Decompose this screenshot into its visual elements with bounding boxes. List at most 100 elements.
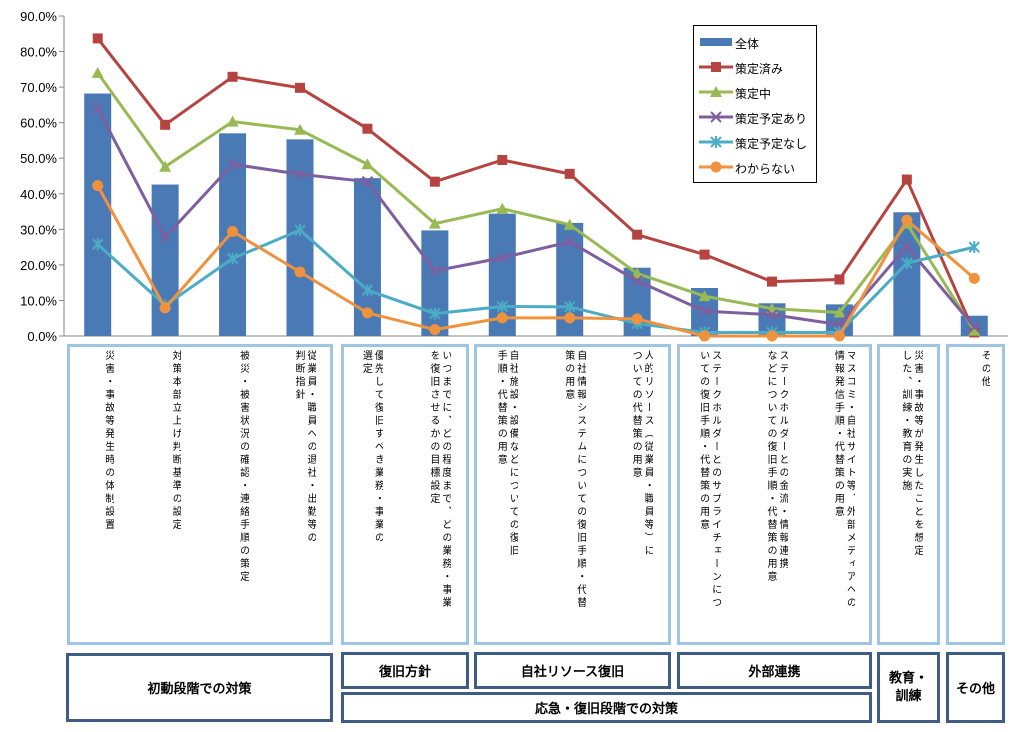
point (159, 160, 172, 172)
point (631, 267, 644, 279)
category-label: ステークホルダーとのサプライチェーンにつ いての復旧手順・代替策の用意 (697, 350, 721, 610)
point (833, 306, 846, 318)
point (92, 102, 104, 115)
point (496, 300, 508, 313)
category-label: 対策本部立上げ判断基準の設定 (170, 350, 182, 532)
legend-swatch (700, 38, 732, 46)
legend-item: わからない (694, 155, 816, 179)
group-header-fukkyu-hoshin: 復旧方針 (341, 652, 469, 689)
point (901, 257, 913, 270)
category-label: その他 (979, 350, 991, 389)
category-label: 優先して復旧すべき業務・事業の 選定 (360, 350, 384, 545)
y-tick-label: 0.0% (27, 329, 57, 344)
point (429, 176, 440, 187)
point (968, 272, 980, 284)
legend-label: 策定済み (735, 62, 784, 76)
point (361, 175, 374, 188)
chart-plot: 0.0% 10.0% 20.0% 30.0% 40.0% 50.0% 60.0% 70.0% 8… (20, 9, 1008, 344)
category-label: 被災・被害状況の確認・連絡手順の策定 (237, 350, 249, 584)
y-tick-label: 70.0% (20, 80, 57, 95)
legend-label: わからない (735, 162, 796, 176)
group-header-okyu: 応急・復旧段階での対策 (341, 692, 872, 723)
point (631, 313, 643, 325)
point (92, 180, 104, 192)
series-line (96, 72, 976, 332)
point (563, 218, 576, 230)
category-label: 自社施設・設備などについての復旧 手順・代替策の用意 (495, 350, 519, 558)
point (294, 168, 306, 180)
point (92, 238, 104, 251)
group-box-sonota (946, 344, 1005, 645)
legend-symbol (699, 86, 733, 97)
point (226, 115, 239, 127)
group-box-shodo (67, 344, 333, 645)
legend-item: 策定中 (694, 80, 816, 104)
point (294, 266, 306, 278)
point (710, 161, 722, 173)
legend-item: 策定予定あり (694, 105, 816, 129)
category-label: マスコミ・自社サイト等、外部メディアへの 情報発信手順・代替策の用意 (832, 350, 856, 610)
bar (84, 93, 112, 336)
point (429, 265, 441, 277)
point (901, 174, 912, 185)
point (362, 123, 373, 134)
point (227, 71, 238, 82)
group-header-jisha-resource: 自社リソース復旧 (474, 652, 671, 689)
point (428, 217, 441, 229)
point (496, 312, 508, 324)
series-square (92, 33, 980, 338)
legend: 全体策定済み策定中 策定予定あり 策定予定なしわからない (693, 25, 817, 183)
legend-symbol (699, 136, 733, 148)
y-tick-label: 90.0% (20, 9, 57, 24)
series-line (96, 228, 975, 334)
point (496, 252, 508, 264)
point (698, 305, 711, 317)
category-label: いつまでに、どの程度まで、どの業務・事業 を復旧させるかの目標設定 (427, 350, 451, 610)
point (564, 168, 575, 179)
group-box-kyoiku (877, 344, 940, 645)
point (699, 330, 711, 342)
y-tick-label: 10.0% (20, 293, 57, 308)
point (710, 86, 722, 97)
point (766, 330, 778, 342)
series-triangle (91, 66, 981, 336)
category-label: 災害・事故等発生時の体制設置 (102, 350, 114, 532)
group-box-jisha-resource (474, 344, 671, 645)
legend-symbol (700, 38, 732, 46)
legend-label: 全体 (735, 37, 760, 51)
point (361, 158, 374, 170)
point (710, 136, 722, 148)
point (226, 252, 239, 265)
point (699, 249, 710, 260)
point (564, 236, 576, 248)
point (968, 321, 980, 333)
point (226, 158, 239, 170)
series-x (92, 102, 980, 333)
point (901, 214, 913, 226)
legend-item: 全体 (694, 30, 816, 54)
point (160, 119, 171, 130)
category-label: 従業員・職員への退社・出勤等の 判断指針 (293, 350, 316, 545)
legend-item: 策定予定なし (694, 130, 816, 154)
point (159, 302, 171, 314)
group-header-shodo: 初動段階での対策 (66, 653, 333, 722)
point (91, 66, 104, 78)
point (710, 111, 722, 123)
y-tick-label: 30.0% (20, 222, 57, 237)
point (497, 155, 508, 165)
point (295, 82, 305, 93)
y-tick-label: 40.0% (20, 187, 57, 202)
point (429, 307, 441, 320)
y-tick-label: 80.0% (20, 45, 57, 60)
category-label: 自社情報システムについての復旧手順・代替 策の用意 (562, 350, 586, 610)
group-header-sonota: その他 (946, 652, 1005, 723)
legend-symbol (699, 62, 733, 72)
point (564, 300, 576, 313)
series-line (96, 107, 976, 329)
point (833, 330, 845, 342)
point (698, 290, 711, 302)
point (968, 241, 980, 254)
point (767, 276, 777, 287)
y-tick-label: 60.0% (20, 116, 57, 131)
point (361, 307, 373, 319)
